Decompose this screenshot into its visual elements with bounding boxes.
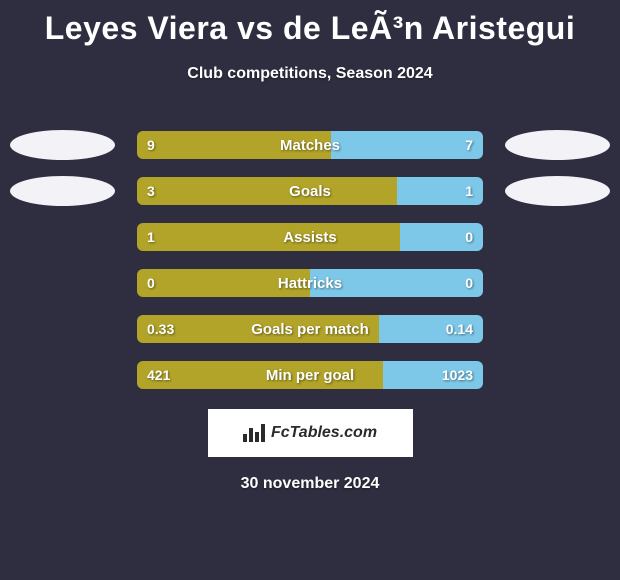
footer-date: 30 november 2024 [0, 475, 620, 493]
stat-bar-left-fill [137, 131, 331, 159]
stat-bar-left-fill [137, 315, 379, 343]
stat-bar: Min per goal4211023 [137, 361, 483, 389]
stat-row: Goals31 [0, 177, 620, 205]
stat-bar-left-fill [137, 177, 397, 205]
avatar-spacer [10, 222, 115, 252]
logo-text: FcTables.com [271, 424, 377, 442]
stat-bar: Matches97 [137, 131, 483, 159]
avatar-spacer [505, 222, 610, 252]
player-avatar-right [505, 130, 610, 160]
avatar-spacer [505, 360, 610, 390]
stat-bar-right-fill [379, 315, 483, 343]
avatar-spacer [505, 268, 610, 298]
stat-row: Matches97 [0, 131, 620, 159]
stats-container: Matches97 Goals31 Assists10 Hattricks00 Goal… [0, 131, 620, 389]
stat-row: Hattricks00 [0, 269, 620, 297]
subtitle: Club competitions, Season 2024 [0, 65, 620, 83]
stat-bar: Hattricks00 [137, 269, 483, 297]
stat-bar-right-fill [310, 269, 483, 297]
logo-box: FcTables.com [208, 409, 413, 457]
stat-bar: Goals per match0.330.14 [137, 315, 483, 343]
stat-bar: Assists10 [137, 223, 483, 251]
stat-bar-right-fill [400, 223, 483, 251]
stat-row: Goals per match0.330.14 [0, 315, 620, 343]
player-avatar-right [505, 176, 610, 206]
stat-bar-right-fill [383, 361, 483, 389]
avatar-spacer [10, 360, 115, 390]
stat-row: Min per goal4211023 [0, 361, 620, 389]
logo-chart-icon [243, 424, 265, 442]
stat-bar-right-fill [397, 177, 484, 205]
avatar-spacer [10, 314, 115, 344]
stat-bar: Goals31 [137, 177, 483, 205]
stat-bar-left-fill [137, 361, 383, 389]
player-avatar-left [10, 176, 115, 206]
avatar-spacer [10, 268, 115, 298]
avatar-spacer [505, 314, 610, 344]
stat-bar-left-fill [137, 223, 400, 251]
stat-row: Assists10 [0, 223, 620, 251]
player-avatar-left [10, 130, 115, 160]
stat-bar-left-fill [137, 269, 310, 297]
stat-bar-right-fill [331, 131, 483, 159]
page-title: Leyes Viera vs de LeÃ³n Aristegui [0, 0, 620, 47]
